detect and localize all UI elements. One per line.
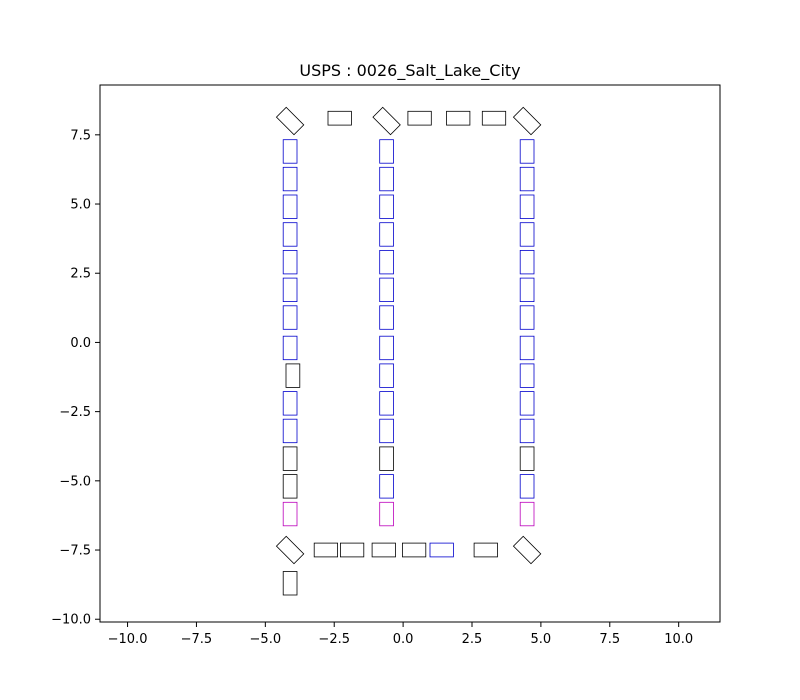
x-tick-label: 7.5: [599, 632, 620, 647]
mark-blue-33: [519, 474, 535, 499]
mark-blue-31: [519, 391, 535, 416]
mark-black-12: [275, 535, 305, 565]
mark-black-9: [282, 474, 298, 499]
mark-black-10: [379, 446, 394, 471]
mark-blue-21: [379, 474, 394, 499]
mark-black-14: [339, 542, 365, 558]
x-tick-label: −10.0: [108, 632, 148, 647]
y-tick-label: 0.0: [70, 336, 91, 351]
mark-black-7: [285, 363, 301, 388]
mark-blue-22: [519, 139, 535, 164]
mark-black-4: [446, 110, 471, 126]
mark-black-1: [327, 110, 352, 126]
mark-blue-12: [379, 194, 394, 219]
x-tick-label: 0.0: [393, 632, 414, 647]
y-tick-label: −2.5: [59, 405, 91, 420]
mark-blue-25: [519, 222, 535, 247]
x-tick-label: −7.5: [181, 632, 213, 647]
mark-blue-17: [379, 335, 394, 361]
chart-marks: [275, 106, 542, 596]
mark-black-17: [473, 542, 498, 558]
mark-blue-29: [519, 335, 535, 361]
y-axis: −10.0 −7.5 −5.0 −2.5 0.0 2.5 5.0 7.5: [51, 128, 100, 628]
mark-blue-26: [519, 249, 535, 275]
mark-black-16: [401, 542, 427, 558]
mark-blue-9: [282, 418, 298, 444]
mark-blue-16: [379, 305, 394, 330]
mark-purple-1: [379, 501, 394, 527]
mark-blue-18: [379, 363, 394, 388]
mark-purple-2: [519, 501, 535, 527]
mark-blue-5: [282, 277, 298, 303]
plot-area-frame: [99, 84, 721, 623]
x-tick-label: 5.0: [531, 632, 552, 647]
mark-blue-14: [379, 249, 394, 275]
y-tick-label: −10.0: [51, 613, 91, 628]
mark-blue-20: [379, 418, 394, 444]
mark-black-11: [519, 446, 535, 471]
mark-black-5: [481, 110, 507, 126]
mark-purple-0: [282, 501, 298, 527]
mark-black-3: [407, 110, 432, 126]
mark-blue-15: [379, 277, 394, 303]
mark-blue-24: [519, 194, 535, 219]
mark-blue-34: [429, 542, 454, 558]
x-tick-label: −5.0: [250, 632, 282, 647]
mark-blue-11: [379, 166, 394, 192]
mark-blue-4: [282, 249, 298, 275]
y-tick-label: 2.5: [70, 267, 91, 282]
mark-blue-0: [282, 139, 298, 164]
mark-blue-7: [282, 335, 298, 361]
y-tick-label: −5.0: [59, 474, 91, 489]
mark-blue-32: [519, 418, 535, 444]
mark-black-19: [282, 571, 298, 596]
chart-title: USPS : 0026_Salt_Lake_City: [299, 61, 520, 81]
mark-black-0: [275, 106, 305, 136]
x-tick-label: −2.5: [318, 632, 350, 647]
mark-black-18: [512, 535, 542, 565]
mark-blue-23: [519, 166, 535, 192]
x-axis: −10.0 −7.5 −5.0 −2.5 0.0 2.5 5.0 7.5 10.0: [108, 622, 693, 647]
mark-blue-30: [519, 363, 535, 388]
mark-blue-8: [282, 391, 298, 416]
mark-blue-27: [519, 277, 535, 303]
mark-blue-13: [379, 222, 394, 247]
y-tick-label: −7.5: [59, 544, 91, 559]
mark-blue-6: [282, 305, 298, 330]
mark-blue-2: [282, 194, 298, 219]
mark-black-13: [313, 542, 339, 558]
mark-blue-19: [379, 391, 394, 416]
mark-blue-28: [519, 305, 535, 330]
mark-black-15: [371, 542, 396, 558]
mark-blue-3: [282, 222, 298, 247]
y-tick-label: 5.0: [70, 198, 91, 213]
y-tick-label: 7.5: [70, 128, 91, 143]
x-tick-label: 2.5: [462, 632, 483, 647]
mark-black-2: [372, 106, 401, 136]
mark-black-8: [282, 446, 298, 471]
mark-blue-1: [282, 166, 298, 192]
x-tick-label: 10.0: [664, 632, 693, 647]
mark-black-6: [512, 106, 542, 136]
mark-blue-10: [379, 139, 394, 164]
